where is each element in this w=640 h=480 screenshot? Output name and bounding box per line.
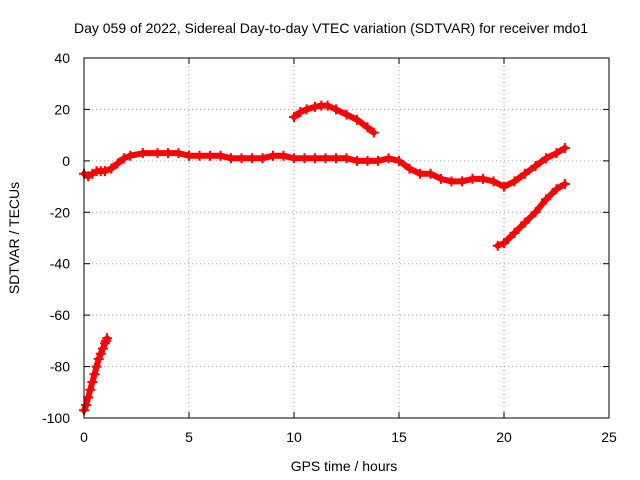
data-point [310, 153, 320, 164]
x-tick-label: 25 [601, 429, 617, 445]
data-point [320, 153, 331, 164]
x-tick-label: 10 [286, 429, 302, 445]
chart-title: Day 059 of 2022, Sidereal Day-to-day VTE… [74, 20, 588, 36]
x-axis-label: GPS time / hours [291, 458, 398, 474]
y-tick-label: -80 [50, 359, 70, 375]
data-layer [79, 100, 570, 416]
data-point [520, 217, 530, 228]
data-point [91, 361, 102, 372]
data-point [247, 153, 257, 164]
data-point [551, 184, 562, 195]
data-point [102, 333, 113, 344]
data-point [289, 112, 299, 123]
y-tick-label: -100 [42, 410, 70, 426]
data-point [509, 227, 520, 238]
data-point [559, 179, 570, 189]
data-point [331, 104, 341, 115]
series-line [494, 181, 568, 249]
data-point [106, 163, 117, 174]
data-point [95, 348, 106, 359]
data-point [295, 107, 306, 117]
data-point [268, 150, 278, 161]
data-point [559, 143, 570, 153]
data-point [194, 150, 205, 161]
data-point [530, 161, 541, 171]
data-point [436, 173, 446, 184]
data-point [499, 181, 509, 192]
data-point [499, 238, 509, 249]
data-point [112, 158, 123, 169]
axis-ticks: 0 5 10 15 20 25 -100 -80 -60 -40 -20 0 20 40 [42, 50, 617, 445]
data-point [81, 400, 92, 411]
data-point [530, 207, 541, 218]
data-point [383, 153, 394, 164]
data-point [509, 176, 520, 187]
data-point [352, 155, 362, 166]
plot-frame [83, 57, 610, 419]
data-point [118, 153, 129, 164]
y-tick-label: 20 [54, 101, 70, 117]
data-point [541, 153, 551, 164]
data-point [83, 392, 94, 403]
data-point [341, 109, 352, 120]
data-point [184, 150, 194, 161]
data-point [551, 148, 562, 159]
data-point [352, 114, 362, 125]
data-point [488, 176, 499, 187]
data-point [236, 153, 247, 164]
y-axis-label: SDTVAR / TECUs [6, 182, 22, 294]
data-point [299, 153, 310, 164]
data-point [425, 168, 436, 179]
data-point [446, 176, 457, 187]
data-point [278, 150, 289, 161]
data-point [362, 122, 373, 133]
y-tick-label: -20 [50, 204, 70, 220]
data-point [341, 153, 352, 164]
data-point [205, 150, 215, 161]
data-point [226, 153, 236, 164]
data-point [89, 369, 100, 380]
y-tick-label: -40 [50, 256, 70, 272]
data-point [152, 148, 163, 159]
data-point [492, 240, 503, 251]
x-tick-label: 20 [496, 429, 512, 445]
y-tick-label: 0 [62, 153, 70, 169]
data-point [87, 377, 98, 387]
data-point [173, 148, 184, 159]
data-point [85, 384, 96, 395]
y-tick-label: 40 [54, 50, 70, 66]
data-point [394, 155, 404, 166]
data-point [368, 127, 379, 138]
data-point [215, 150, 226, 161]
data-point [310, 101, 320, 112]
data-point [478, 173, 488, 184]
data-point [331, 153, 341, 164]
data-point [125, 150, 136, 161]
data-point [137, 148, 148, 159]
x-tick-label: 5 [185, 429, 193, 445]
data-point [301, 104, 312, 115]
data-point [404, 163, 415, 174]
data-point [97, 343, 108, 354]
data-point [289, 153, 299, 164]
data-point [541, 194, 551, 205]
data-point [100, 166, 110, 177]
data-point [520, 168, 530, 179]
data-point [467, 173, 478, 184]
data-point [373, 155, 383, 166]
y-tick-label: -60 [50, 307, 70, 323]
data-point [163, 148, 173, 159]
data-point [93, 353, 104, 364]
x-tick-label: 15 [391, 429, 407, 445]
data-point [415, 168, 425, 179]
data-point [457, 176, 467, 187]
data-point [362, 155, 373, 166]
data-point [257, 153, 268, 164]
data-point [322, 100, 333, 111]
x-tick-label: 0 [80, 429, 88, 445]
